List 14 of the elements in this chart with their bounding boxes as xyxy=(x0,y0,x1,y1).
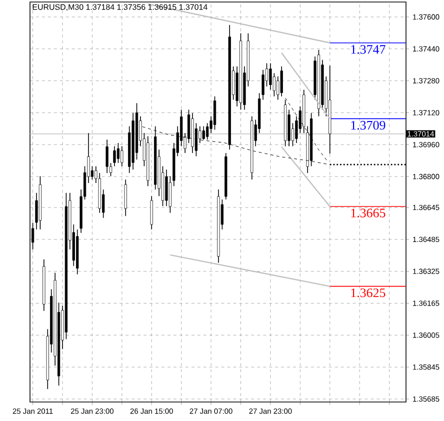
candlestick xyxy=(280,66,283,97)
candlestick xyxy=(116,142,120,164)
ref-line-label: 1.3625 xyxy=(351,288,386,298)
ref-line-label: 1.3747 xyxy=(351,45,386,54)
candlestick xyxy=(113,146,116,167)
candlestick xyxy=(213,96,216,130)
candlestick xyxy=(124,179,127,216)
candlestick xyxy=(269,62,272,90)
ref-line-label: 1.3665 xyxy=(351,208,386,218)
candlestick xyxy=(120,146,124,167)
ref-line-label: 1.3709 xyxy=(351,120,386,130)
candlestick xyxy=(150,196,153,230)
candlestick xyxy=(165,169,168,206)
candlestick xyxy=(106,139,108,174)
